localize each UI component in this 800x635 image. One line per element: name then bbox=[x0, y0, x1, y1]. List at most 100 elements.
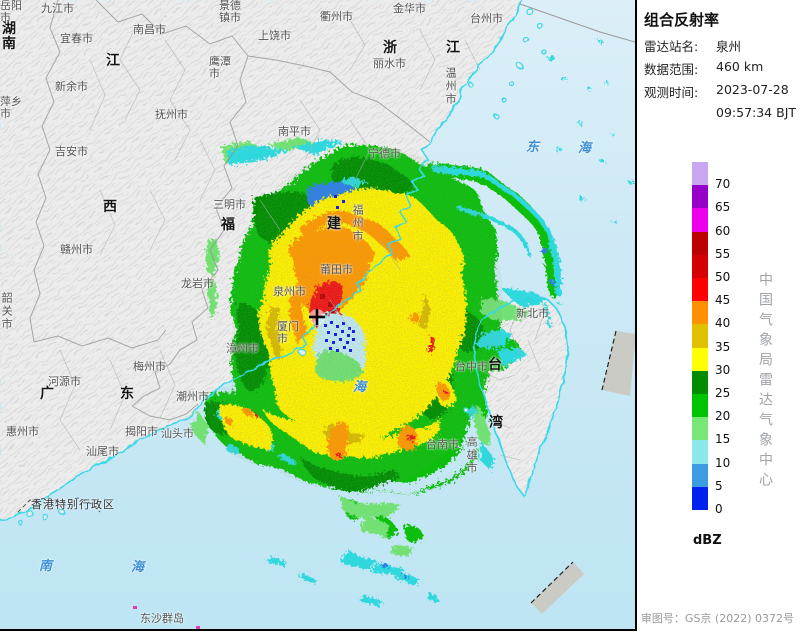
map-label-citie: 梅州市 bbox=[133, 360, 166, 373]
legend-value-label: 20 bbox=[715, 409, 731, 424]
legend-chip bbox=[692, 486, 708, 510]
map-label-citie: 漳州市 bbox=[226, 342, 259, 355]
map-label-citie: 东沙群岛 bbox=[140, 612, 184, 625]
map-label-citie: 金华市 bbox=[393, 2, 426, 15]
map-label-citie: 河源市 bbox=[48, 375, 81, 388]
admin-boundaries bbox=[29, 0, 431, 421]
time-date-value: 2023-07-28 bbox=[716, 82, 789, 97]
legend-chip bbox=[692, 208, 708, 232]
legend-chip bbox=[692, 394, 708, 418]
legend-chip bbox=[692, 185, 708, 209]
map-label-citie: 南昌市 bbox=[133, 23, 166, 36]
agency-watermark: 中国气象局雷达气象中心 bbox=[757, 272, 773, 492]
map-label-province: 江 bbox=[446, 40, 460, 56]
map-label-citie: 台州市 bbox=[470, 12, 503, 25]
coastline bbox=[0, 0, 569, 521]
legend-chip bbox=[692, 370, 708, 394]
map-label-citie: 九江市 bbox=[41, 2, 74, 15]
map-label-sea: 南 bbox=[39, 559, 53, 574]
range-label: 数据范围: bbox=[644, 62, 699, 77]
legend-chip bbox=[692, 347, 708, 371]
map-label-citie: 厦门 市 bbox=[277, 320, 299, 346]
time-label-spacer bbox=[644, 105, 716, 120]
map-label-citie: 三明市 bbox=[213, 198, 246, 211]
map-label-citie: 萍乡 市 bbox=[0, 95, 22, 121]
map-label-province: 福 bbox=[221, 217, 235, 233]
map-label-citie: 赣州市 bbox=[60, 243, 93, 256]
map-label-province: 广 bbox=[40, 386, 54, 402]
map-label-citie: 惠州市 bbox=[6, 425, 39, 438]
map-label-province: 台 bbox=[488, 357, 502, 373]
map-label-province: 浙 bbox=[383, 40, 397, 56]
map-label-citie: 高雄市 bbox=[465, 436, 479, 475]
product-title: 组合反射率 bbox=[644, 11, 720, 29]
radar-map: 湖 南江西浙江福建广东台湾岳阳 市九江市 景德 镇市 上饶市 南昌市 宜春市 鹰潭 市新余… bbox=[0, 0, 637, 631]
legend-value-label: 50 bbox=[715, 270, 731, 284]
legend-chip bbox=[692, 301, 708, 325]
legend-chip bbox=[692, 324, 708, 348]
reflectivity-color-legend: 70 65 60 55 50 45 40 35 30 25 20 15 10 5 0 bbox=[692, 162, 792, 516]
legend-value-label: 40 bbox=[715, 316, 731, 331]
map-label-citie: 新余市 bbox=[55, 80, 88, 93]
legend-value-label: 55 bbox=[715, 246, 731, 261]
map-label-province: 西 bbox=[103, 199, 117, 215]
legend-chip bbox=[692, 417, 708, 441]
map-label-citie: 揭阳市 bbox=[125, 425, 158, 438]
county-boundaries bbox=[59, 19, 546, 461]
legend-chip bbox=[692, 254, 708, 278]
map-label-sea: 东 bbox=[526, 140, 540, 155]
map-label-citie: 温州市 bbox=[444, 67, 458, 106]
map-label-province: 湖 南 bbox=[2, 21, 16, 53]
map-label-citie: 宜春市 bbox=[60, 32, 93, 45]
time-field: 观测时间: 2023-07-28 bbox=[644, 82, 800, 101]
route-line bbox=[519, 3, 635, 43]
map-label-citie: 泉州市 bbox=[273, 285, 306, 298]
map-label-citie: 潮州市 bbox=[176, 390, 209, 403]
legend-value-label: 45 bbox=[715, 293, 731, 308]
map-label-citie: 吉安市 bbox=[55, 145, 88, 158]
legend-value-label: 65 bbox=[715, 200, 731, 215]
time-label: 观测时间: bbox=[644, 85, 699, 100]
islands bbox=[17, 8, 547, 525]
legend-chip bbox=[692, 440, 708, 464]
range-field: 数据范围: 460 km bbox=[644, 59, 800, 78]
time-clock-value: 09:57:34 BJT bbox=[716, 105, 797, 120]
map-label-citie: 新北市 bbox=[516, 307, 549, 320]
map-label-province: 建 bbox=[327, 216, 341, 232]
map-label-citie: 衢州市 bbox=[320, 10, 353, 23]
map-label-citie: 鹰潭 市 bbox=[209, 55, 231, 81]
map-label-citie: 丽水市 bbox=[373, 57, 406, 70]
map-label-citie: 南平市 bbox=[278, 125, 311, 138]
legend-value-label: 35 bbox=[715, 339, 731, 354]
map-label-sea: 海 bbox=[131, 560, 145, 575]
map-label-citie: 上饶市 bbox=[258, 29, 291, 42]
legend-chip bbox=[692, 278, 708, 302]
range-value: 460 km bbox=[716, 59, 764, 74]
map-label-citie: 福州市 bbox=[351, 204, 365, 243]
map-label-citie: 汕尾市 bbox=[86, 445, 119, 458]
map-label-citie: 岳阳 市 bbox=[0, 0, 22, 25]
map-label-citie: 韶关市 bbox=[0, 292, 14, 331]
map-approval-number: 审图号：GS京 (2022) 0372号 bbox=[640, 612, 794, 625]
map-label-region: 香港特别行政区 bbox=[31, 498, 115, 511]
station-field: 雷达站名: 泉州 bbox=[644, 36, 800, 55]
legend-value-label: 30 bbox=[715, 362, 731, 377]
radar-station-marker bbox=[309, 309, 325, 325]
legend-chip bbox=[692, 162, 708, 186]
map-label-citie: 龙岩市 bbox=[181, 277, 214, 290]
map-label-sea: 海 bbox=[578, 141, 592, 156]
legend-unit-label: dBZ bbox=[693, 533, 722, 548]
legend-value-label: 0 bbox=[715, 502, 723, 516]
map-label-province: 湾 bbox=[489, 415, 503, 431]
legend-value-label: 5 bbox=[715, 478, 723, 493]
map-label-citie: 宁德市 bbox=[368, 147, 401, 160]
map-label-province: 江 bbox=[106, 53, 120, 69]
legend-value-label: 15 bbox=[715, 432, 731, 447]
station-label: 雷达站名: bbox=[644, 39, 699, 54]
map-label-citie: 台南市 bbox=[426, 438, 459, 451]
map-label-citie: 汕头市 bbox=[161, 427, 194, 440]
legend-chip bbox=[692, 463, 708, 487]
legend-value-label: 70 bbox=[715, 177, 731, 192]
no-data-patches bbox=[530, 330, 635, 614]
